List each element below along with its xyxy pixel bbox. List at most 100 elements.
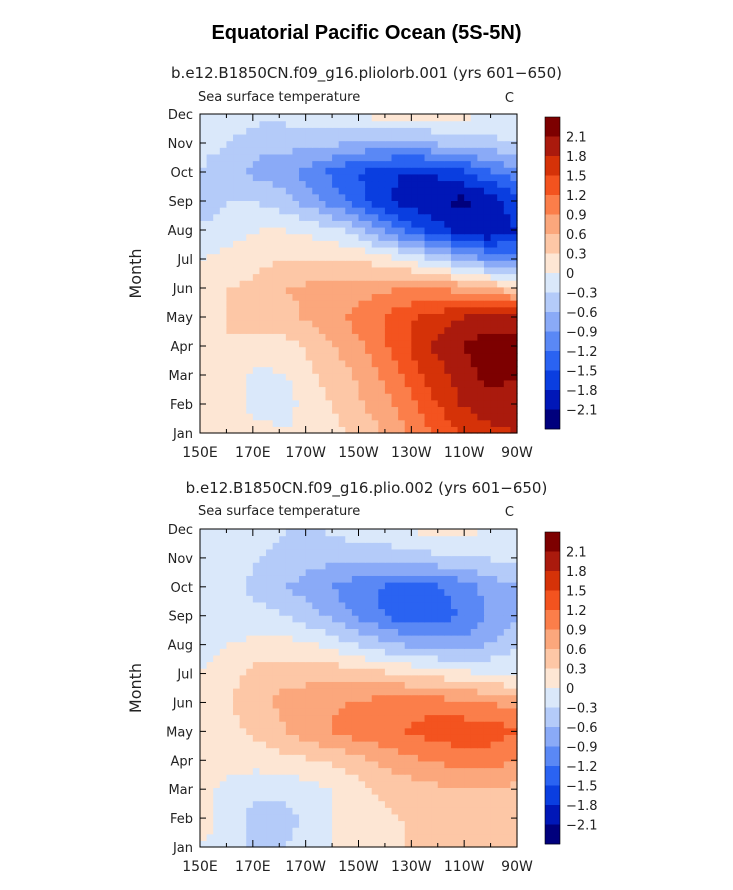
heatmap-cell (213, 180, 221, 188)
heatmap-cell (266, 555, 274, 563)
heatmap-cell (358, 253, 366, 261)
heatmap-cell (332, 286, 340, 295)
heatmap-cell (384, 426, 393, 434)
heatmap-cell (318, 688, 327, 696)
heatmap-cell (365, 582, 373, 590)
heatmap-cell (510, 333, 518, 341)
heatmap-cell (226, 535, 234, 543)
heatmap-cell (246, 286, 254, 295)
heatmap-cell (497, 529, 505, 537)
colorbar-label: −1.5 (566, 780, 598, 795)
heatmap-cell (252, 582, 261, 590)
heatmap-cell (391, 160, 399, 168)
heatmap-cell (444, 608, 452, 616)
heatmap-cell (285, 167, 294, 175)
heatmap-cell (477, 120, 485, 128)
heatmap-cell (424, 688, 432, 696)
heatmap-cell (371, 160, 379, 168)
heatmap-cell (457, 220, 465, 228)
heatmap-cell (457, 688, 465, 696)
heatmap-cell (371, 379, 379, 388)
heatmap-cell (305, 313, 313, 321)
heatmap-cell (252, 233, 261, 241)
heatmap-cell (338, 813, 346, 822)
heatmap-cell (444, 674, 452, 682)
heatmap-cell (483, 320, 492, 328)
heatmap-cell (338, 694, 346, 702)
heatmap-cell (510, 734, 518, 742)
heatmap-cell (470, 300, 478, 308)
heatmap-cell (365, 562, 373, 570)
heatmap-cell (226, 721, 234, 729)
heatmap-cell (239, 406, 247, 414)
heatmap-cell (371, 615, 379, 623)
heatmap-cell (318, 727, 327, 735)
colorbar-label: 0.9 (566, 624, 587, 639)
heatmap-cell (285, 413, 294, 421)
heatmap-cell (285, 661, 294, 669)
heatmap-cell (345, 628, 353, 636)
heatmap-cell (411, 419, 419, 427)
heatmap-cell (384, 413, 393, 421)
heatmap-cell (497, 353, 505, 361)
heatmap-cell (510, 767, 518, 775)
heatmap-cell (437, 413, 445, 421)
heatmap-cell (358, 406, 366, 414)
heatmap-cell (206, 120, 214, 128)
heatmap-cell (213, 641, 221, 649)
heatmap-cell (483, 346, 492, 354)
heatmap-cell (497, 648, 505, 656)
heatmap-cell (391, 701, 399, 709)
heatmap-cell (305, 140, 313, 148)
heatmap-cell (497, 187, 505, 195)
heatmap-cell (391, 820, 399, 828)
heatmap-cell (497, 787, 505, 795)
heatmap-cell (483, 286, 492, 295)
heatmap-cell (391, 213, 399, 221)
heatmap-cell (219, 266, 228, 275)
heatmap-cell (411, 774, 419, 782)
heatmap-cell (384, 339, 393, 348)
heatmap-cell (325, 575, 333, 583)
heatmap-cell (378, 760, 386, 769)
heatmap-cell (510, 787, 518, 795)
heatmap-cell (431, 548, 439, 557)
heatmap-cell (272, 240, 280, 248)
heatmap-cell (411, 386, 419, 394)
heatmap-cell (398, 542, 406, 550)
heatmap-cell (246, 120, 254, 128)
heatmap-cell (477, 167, 485, 175)
heatmap-cell (292, 246, 300, 255)
heatmap-cell (378, 621, 386, 629)
heatmap-cell (444, 413, 452, 421)
heatmap-cell (292, 641, 300, 649)
heatmap-cell (292, 220, 300, 228)
heatmap-cell (411, 727, 419, 735)
heatmap-cell (345, 827, 353, 835)
heatmap-cell (351, 333, 360, 341)
heatmap-cell (391, 654, 399, 663)
heatmap-cell (470, 628, 478, 636)
heatmap-cell (252, 180, 261, 188)
heatmap-cell (213, 293, 221, 301)
heatmap-cell (305, 754, 313, 762)
heatmap-cell (338, 153, 346, 162)
heatmap-cell (206, 820, 214, 828)
heatmap-cell (384, 813, 393, 822)
heatmap-cell (233, 741, 241, 749)
heatmap-cell (226, 601, 234, 610)
heatmap-cell (378, 681, 386, 689)
y-tick-label: Sep (168, 195, 193, 210)
heatmap-cell (285, 300, 294, 308)
heatmap-cell (424, 840, 432, 848)
heatmap-cell (239, 741, 247, 749)
heatmap-cell (259, 648, 267, 656)
heatmap-cell (477, 588, 485, 596)
heatmap-cell (279, 353, 287, 361)
heatmap-cell (470, 721, 478, 729)
heatmap-cell (259, 280, 267, 288)
heatmap-cell (266, 760, 274, 769)
heatmap-cell (279, 542, 287, 550)
heatmap-cell (259, 820, 267, 828)
colorbar-frame (544, 116, 561, 430)
